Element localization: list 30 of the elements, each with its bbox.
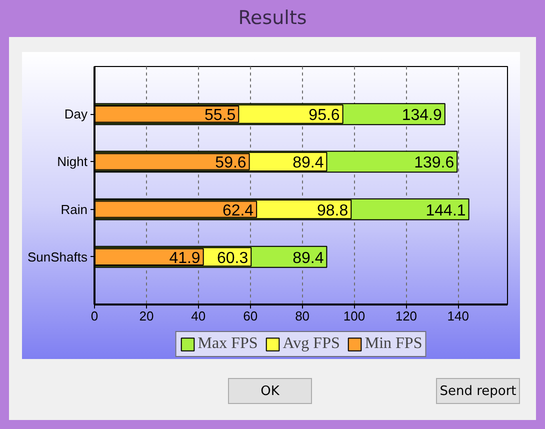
y-tick-label: Rain bbox=[60, 202, 88, 217]
y-tick-label: Day bbox=[64, 106, 88, 122]
data-label: 41.9 bbox=[169, 250, 200, 267]
x-tick-label: 100 bbox=[343, 308, 366, 324]
x-tick-label: 120 bbox=[395, 308, 418, 324]
data-label: 144.1 bbox=[426, 202, 466, 220]
x-tick-label: 60 bbox=[243, 308, 258, 324]
x-tick-label: 40 bbox=[191, 308, 206, 324]
data-label: 98.8 bbox=[316, 202, 348, 220]
data-label: 55.5 bbox=[204, 107, 236, 124]
legend-label: Max FPS bbox=[198, 334, 258, 352]
legend-label: Avg FPS bbox=[282, 334, 340, 352]
data-label: 139.6 bbox=[414, 154, 454, 172]
data-label: 89.4 bbox=[292, 154, 324, 172]
y-tick-label: Night bbox=[57, 154, 88, 170]
text: Send report bbox=[436, 378, 520, 404]
data-label: 89.4 bbox=[292, 250, 324, 267]
y-tick-label: SunShafts bbox=[28, 249, 88, 264]
chart-title: Results bbox=[237, 6, 308, 31]
x-tick-label: 140 bbox=[447, 308, 470, 324]
data-label: 134.9 bbox=[402, 107, 442, 124]
x-tick-label: 0 bbox=[90, 308, 98, 324]
x-tick-label: 20 bbox=[139, 308, 154, 324]
x-tick-label: 80 bbox=[295, 308, 310, 324]
data-label: 95.6 bbox=[308, 107, 340, 124]
data-label: 60.3 bbox=[216, 250, 248, 267]
data-label: 62.4 bbox=[222, 202, 254, 220]
data-label: 59.6 bbox=[215, 154, 246, 172]
legend-label: Min FPS bbox=[364, 334, 422, 352]
text: OK bbox=[228, 378, 312, 404]
